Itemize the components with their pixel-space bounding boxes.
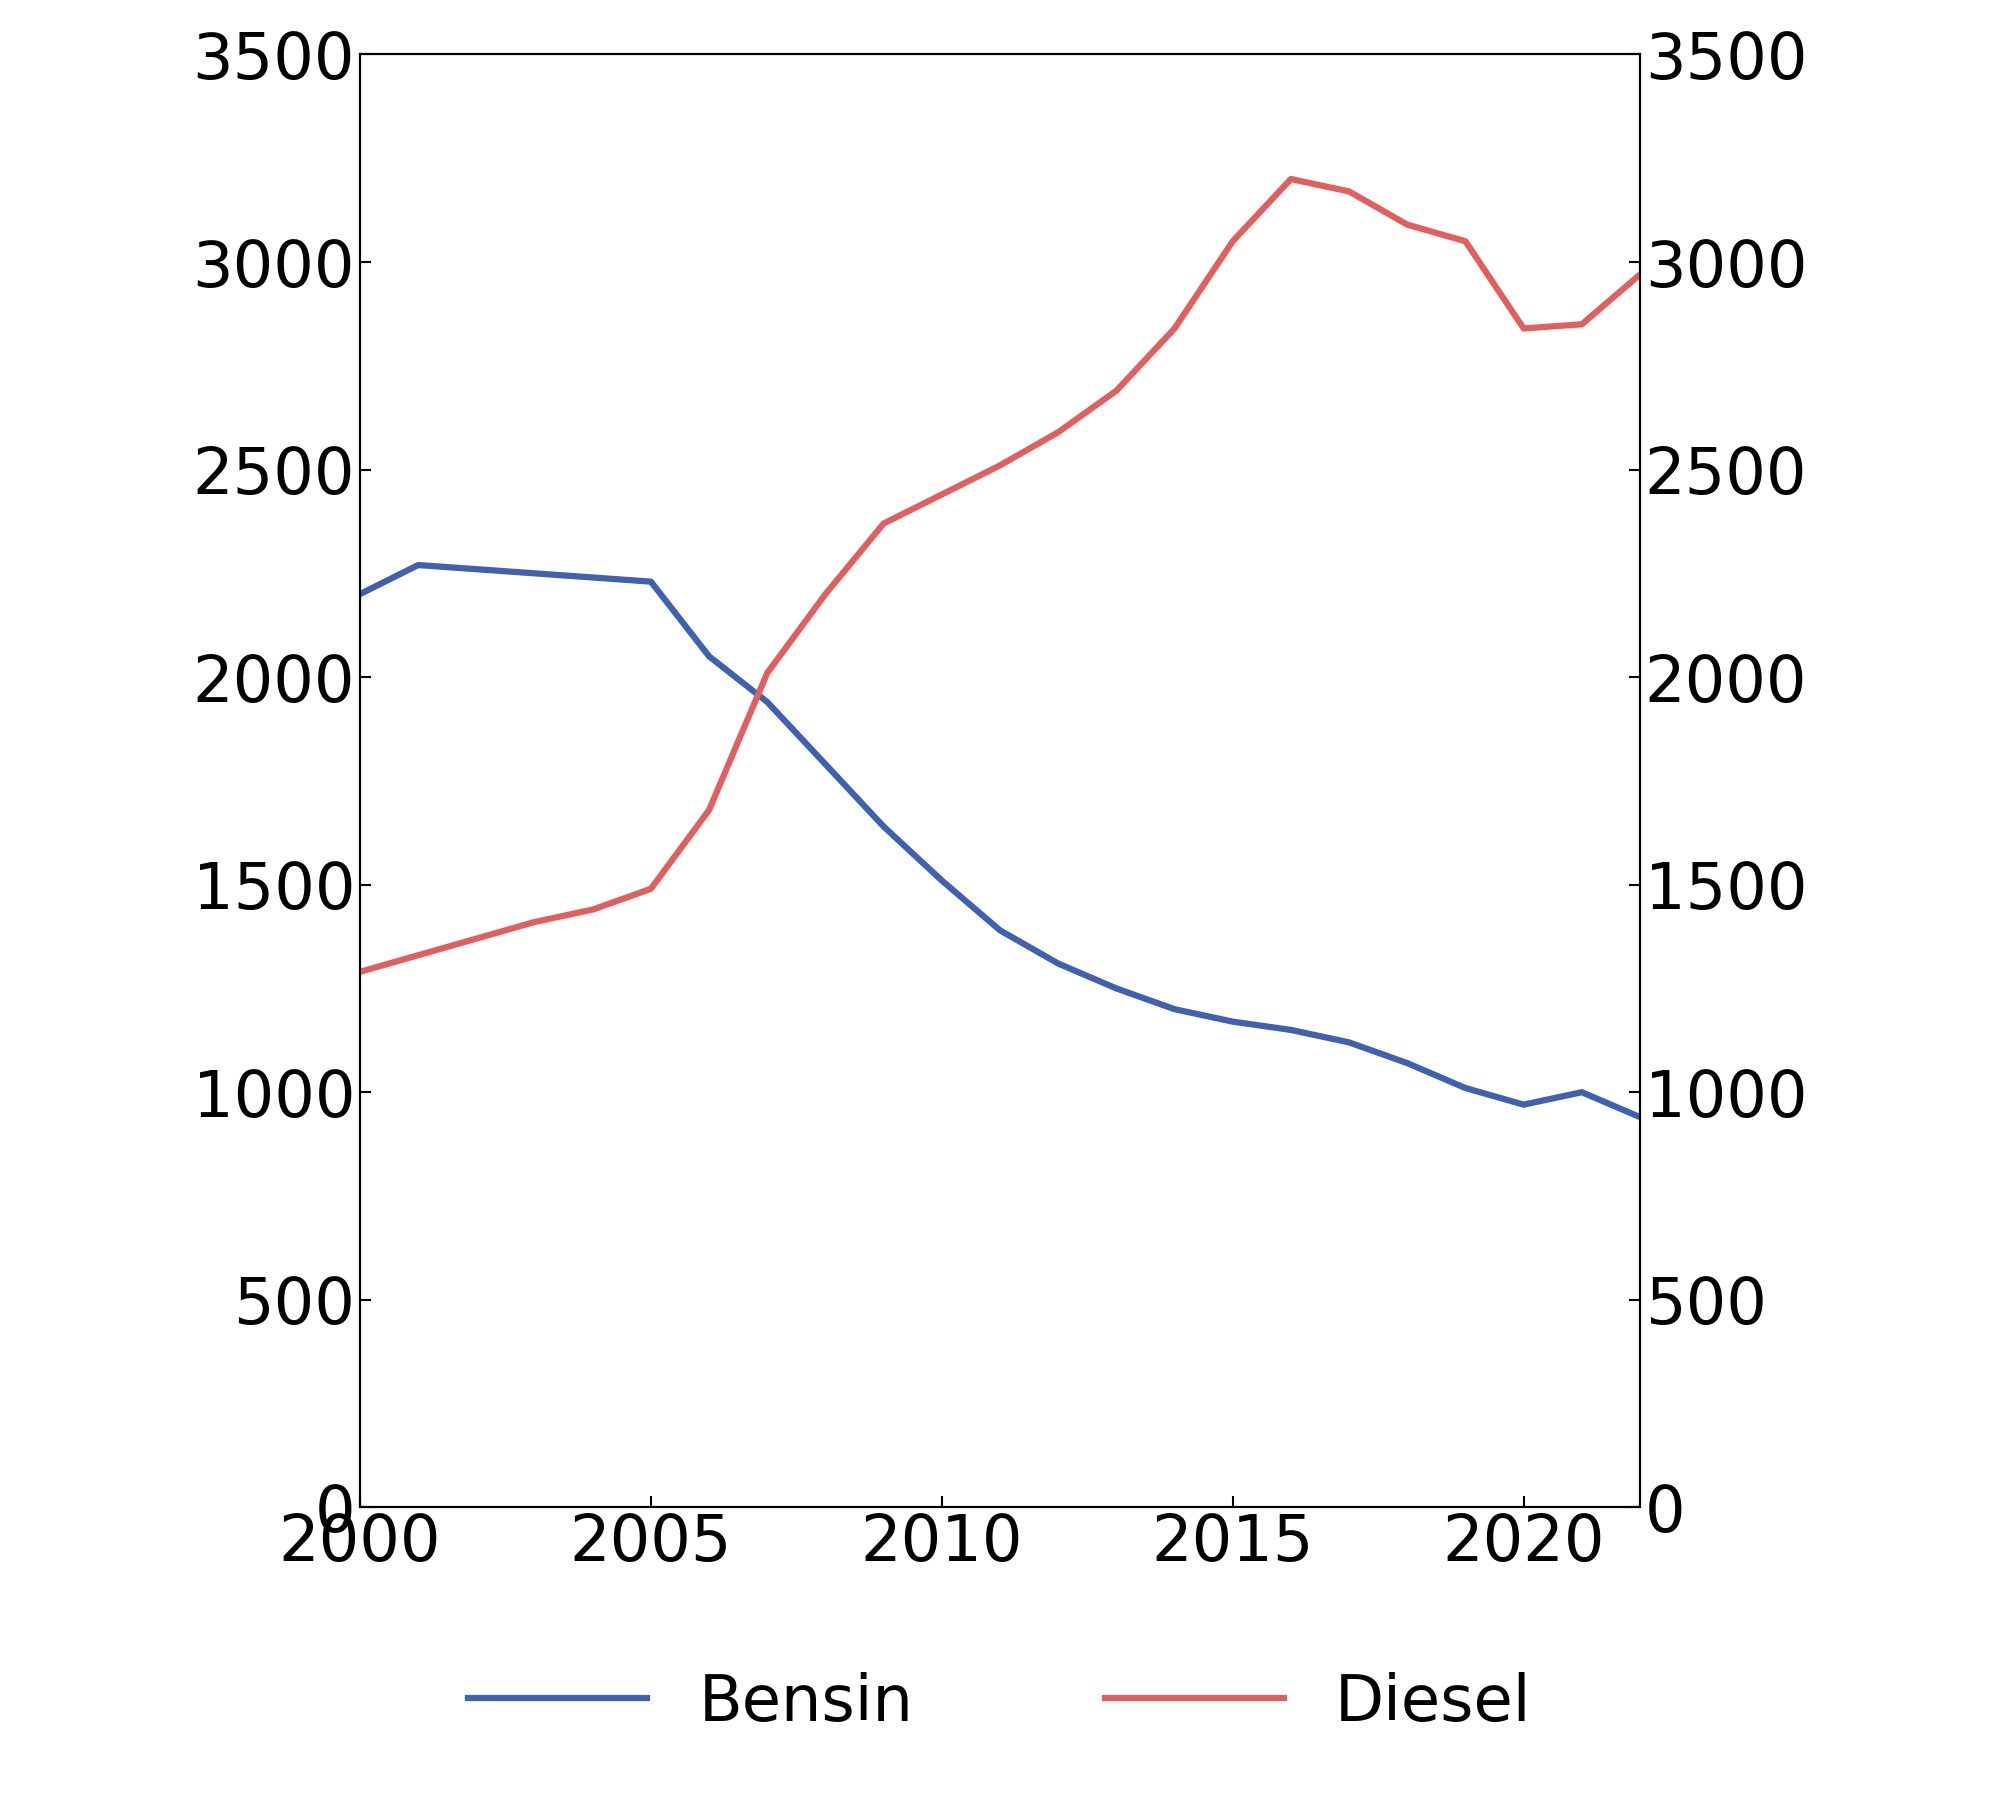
Bensin xyxy=(1220,1012,1244,1033)
Bensin xyxy=(988,919,1012,941)
Bensin xyxy=(464,558,488,579)
Diesel xyxy=(638,877,662,899)
Bensin xyxy=(756,692,780,714)
Line: Diesel: Diesel xyxy=(360,180,1640,972)
Bensin xyxy=(1454,1077,1478,1099)
Diesel xyxy=(522,912,546,933)
Diesel xyxy=(1338,180,1362,202)
Diesel xyxy=(814,583,838,605)
Bensin xyxy=(1512,1093,1536,1115)
Diesel xyxy=(1046,421,1070,443)
Bensin xyxy=(1046,953,1070,975)
Diesel xyxy=(464,928,488,950)
Line: Bensin: Bensin xyxy=(360,565,1640,1117)
Bensin xyxy=(1570,1081,1594,1102)
Diesel xyxy=(988,454,1012,476)
Diesel xyxy=(348,961,372,982)
Bensin xyxy=(1162,999,1186,1021)
Diesel xyxy=(1396,214,1420,236)
Bensin xyxy=(1104,977,1128,999)
Bensin xyxy=(698,645,722,666)
Diesel xyxy=(1104,380,1128,401)
Bensin xyxy=(580,567,604,588)
Bensin xyxy=(522,563,546,585)
Diesel xyxy=(1162,318,1186,340)
Diesel xyxy=(1278,169,1302,191)
Diesel xyxy=(756,663,780,685)
Diesel xyxy=(406,944,430,966)
Diesel xyxy=(1220,231,1244,252)
Legend: Bensin, Diesel: Bensin, Diesel xyxy=(436,1640,1564,1765)
Diesel xyxy=(1628,263,1652,285)
Bensin xyxy=(1628,1106,1652,1128)
Diesel xyxy=(872,512,896,534)
Diesel xyxy=(1570,314,1594,336)
Bensin xyxy=(1338,1031,1362,1053)
Bensin xyxy=(638,570,662,592)
Bensin xyxy=(814,754,838,775)
Bensin xyxy=(1278,1019,1302,1041)
Diesel xyxy=(580,899,604,921)
Diesel xyxy=(930,483,954,505)
Diesel xyxy=(698,799,722,821)
Bensin xyxy=(930,870,954,892)
Diesel xyxy=(1512,318,1536,340)
Bensin xyxy=(348,583,372,605)
Diesel xyxy=(1454,231,1478,252)
Bensin xyxy=(406,554,430,576)
Bensin xyxy=(1396,1051,1420,1073)
Bensin xyxy=(872,815,896,837)
